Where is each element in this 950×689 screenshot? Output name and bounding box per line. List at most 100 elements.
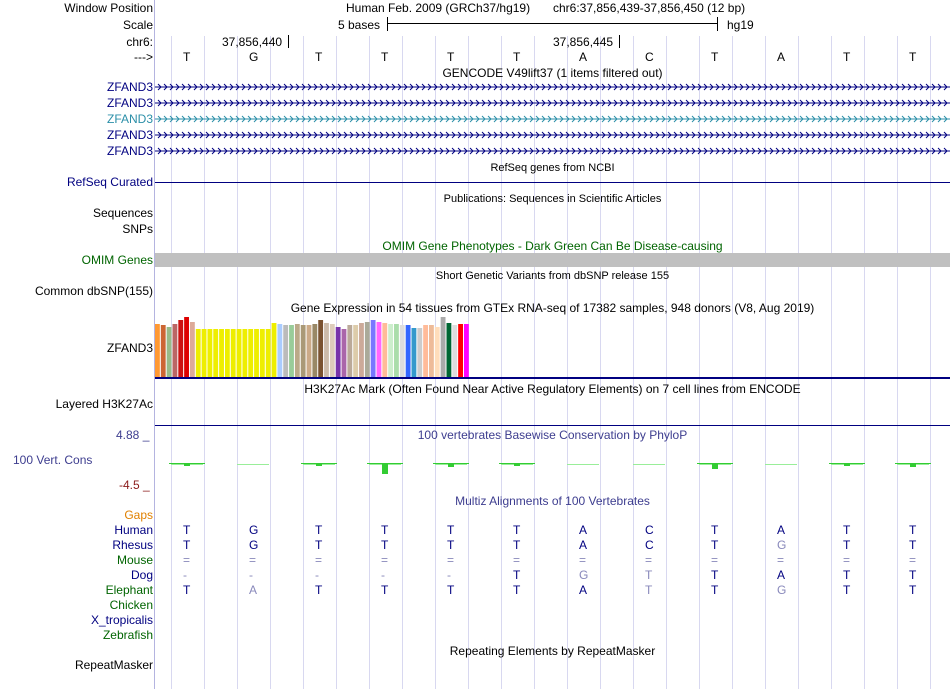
gtex-tissue-bar <box>318 320 324 377</box>
gtex-track-title[interactable]: Gene Expression in 54 tissues from GTEx … <box>290 301 815 315</box>
alignment-base: = <box>909 553 917 567</box>
gtex-tissue-bar <box>341 329 347 377</box>
alignment-base: T <box>513 523 521 537</box>
repeatmasker-label[interactable]: RepeatMasker <box>74 658 153 672</box>
omim-track-title[interactable]: OMIM Gene Phenotypes - Dark Green Can Be… <box>382 239 723 253</box>
species-label[interactable]: X_tropicalis <box>90 613 153 627</box>
snps-label[interactable]: SNPs <box>122 222 153 236</box>
alignment-base: A <box>777 523 786 537</box>
gencode-transcript-label[interactable]: ZFAND3 <box>106 144 153 158</box>
gtex-bar-chart[interactable] <box>155 315 555 377</box>
gtex-tissue-bar <box>446 323 452 377</box>
gencode-transcript-label[interactable]: ZFAND3 <box>106 128 153 142</box>
alignment-base: - <box>183 568 187 582</box>
dbsnp-label[interactable]: Common dbSNP(155) <box>34 284 153 298</box>
phylop-track-title[interactable]: 100 vertebrates Basewise Conservation by… <box>417 428 688 442</box>
refseq-track-title[interactable]: RefSeq genes from NCBI <box>490 162 615 174</box>
alignment-base: = <box>315 553 323 567</box>
omim-label[interactable]: OMIM Genes <box>81 253 153 267</box>
multiz-track-title[interactable]: Multiz Alignments of 100 Vertebrates <box>455 494 650 508</box>
species-label[interactable]: Chicken <box>109 598 153 612</box>
alignment-base: - <box>249 568 253 582</box>
omim-feature-bar[interactable] <box>155 253 950 267</box>
alignment-base: A <box>777 568 786 582</box>
gtex-tissue-bar <box>423 325 429 377</box>
phylop-score-bar <box>844 464 850 466</box>
phylop-baseline-tick <box>567 464 599 465</box>
gtex-tissue-bar <box>405 325 411 377</box>
gencode-transcript-feature[interactable] <box>155 146 950 156</box>
gencode-transcript-label[interactable]: ZFAND3 <box>106 112 153 126</box>
species-label[interactable]: Mouse <box>116 553 153 567</box>
species-label[interactable]: Human <box>114 523 153 537</box>
phylop-score-bar <box>382 464 388 474</box>
base-letter: T <box>909 50 917 64</box>
alignment-base: = <box>513 553 521 567</box>
alignment-base: = <box>579 553 587 567</box>
gtex-tissue-bar <box>224 329 230 377</box>
scale-bar <box>387 23 717 24</box>
species-label[interactable]: Elephant <box>105 583 153 597</box>
alignment-base: T <box>315 523 323 537</box>
gtex-tissue-bar <box>440 317 446 377</box>
gtex-tissue-bar <box>359 323 364 377</box>
gtex-tissue-bar <box>172 324 178 377</box>
gtex-tissue-bar <box>324 323 329 377</box>
gencode-track-title[interactable]: GENCODE V49lift37 (1 items filtered out) <box>442 66 663 80</box>
gtex-tissue-bar <box>382 323 388 377</box>
gencode-transcript-label[interactable]: ZFAND3 <box>106 80 153 94</box>
coordinate-2-tick <box>619 35 620 48</box>
phylop-chart[interactable] <box>155 440 950 480</box>
phylop-score-cap <box>895 463 931 464</box>
alignment-base: C <box>645 538 654 552</box>
alignment-base: T <box>381 538 389 552</box>
refseq-gene-line[interactable] <box>155 182 950 183</box>
gtex-tissue-bar <box>155 324 160 377</box>
gencode-transcript-feature[interactable] <box>155 130 950 140</box>
h3k27ac-track-title[interactable]: H3K27Ac Mark (Often Found Near Active Re… <box>304 382 801 396</box>
alignment-base: = <box>711 553 719 567</box>
gencode-transcript-feature[interactable] <box>155 114 950 124</box>
alignment-base: - <box>315 568 319 582</box>
label-column-divider <box>154 0 155 689</box>
gencode-transcript-label[interactable]: ZFAND3 <box>106 96 153 110</box>
alignment-base: = <box>447 553 455 567</box>
alignment-base: T <box>315 583 323 597</box>
alignment-base: T <box>513 538 521 552</box>
gaps-label[interactable]: Gaps <box>124 508 153 522</box>
gtex-gene-label[interactable]: ZFAND3 <box>106 341 153 355</box>
gtex-tissue-bar <box>259 329 265 377</box>
alignment-base: = <box>183 553 191 567</box>
species-label[interactable]: Dog <box>130 568 153 582</box>
phylop-baseline-tick <box>633 464 665 465</box>
alignment-base: T <box>711 583 719 597</box>
gtex-tissue-bar <box>178 320 184 377</box>
alignment-base: T <box>843 538 851 552</box>
publications-track-title[interactable]: Publications: Sequences in Scientific Ar… <box>443 193 662 205</box>
coordinate-1-tick <box>288 35 289 48</box>
species-label[interactable]: Zebrafish <box>102 628 153 642</box>
alignment-base: T <box>843 523 851 537</box>
gtex-tissue-bar <box>429 325 434 377</box>
phylop-score-cap <box>499 463 535 464</box>
base-letter: T <box>381 50 389 64</box>
h3k27ac-label[interactable]: Layered H3K27Ac <box>55 397 153 411</box>
gtex-tissue-bar <box>394 324 399 377</box>
phylop-label[interactable]: 100 Vert. Cons <box>13 453 93 467</box>
base-letter: T <box>315 50 323 64</box>
alignment-base: G <box>249 538 259 552</box>
base-letter: C <box>645 50 654 64</box>
gencode-transcript-feature[interactable] <box>155 98 950 108</box>
refseq-label[interactable]: RefSeq Curated <box>66 175 153 189</box>
gtex-tissue-bar <box>300 325 306 377</box>
dbsnp-track-title[interactable]: Short Genetic Variants from dbSNP releas… <box>435 270 670 282</box>
phylop-score-bar <box>184 464 190 466</box>
gencode-transcript-feature[interactable] <box>155 82 950 92</box>
sequences-label[interactable]: Sequences <box>92 206 153 220</box>
repeatmasker-track-title[interactable]: Repeating Elements by RepeatMasker <box>449 644 656 658</box>
phylop-max-label: 4.88 _ <box>116 428 150 442</box>
species-label[interactable]: Rhesus <box>112 538 153 552</box>
base-letter: A <box>777 50 786 64</box>
alignment-base: - <box>447 568 451 582</box>
